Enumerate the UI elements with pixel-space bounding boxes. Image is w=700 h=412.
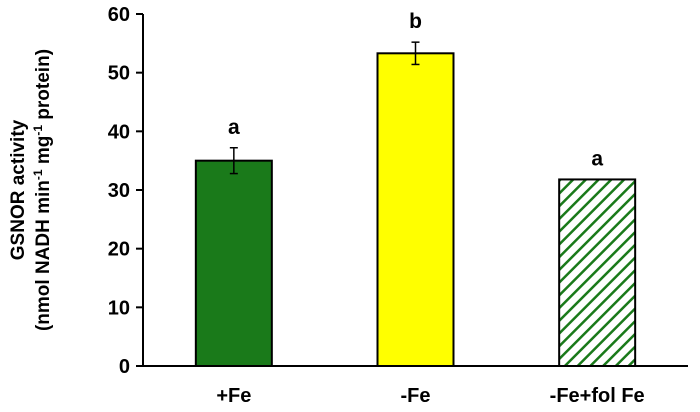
x-tick-label: -Fe [401, 385, 431, 407]
bars: a b a [194, 10, 637, 367]
significance-label: b [409, 10, 422, 33]
y-axis-title-line1: GSNOR activity [8, 119, 29, 260]
y-tick-label: 30 [108, 180, 130, 202]
axes [142, 14, 688, 367]
x-axis-labels: +Fe -Fe -Fe+fol Fe [216, 385, 644, 407]
y-tick-label: 20 [108, 239, 130, 261]
x-tick-label: +Fe [216, 385, 251, 407]
x-tick-label: -Fe+fol Fe [550, 385, 645, 407]
y-tick-label: 60 [108, 4, 130, 26]
y-axis-title-line2: (nmol NADH min-1 mg-1 protein) [31, 49, 54, 331]
y-axis-ticks: 0 10 20 30 40 50 60 [108, 4, 143, 378]
y-axis-title: GSNOR activity (nmol NADH min-1 mg-1 pro… [8, 49, 54, 331]
bar--Fe+fol Fe [558, 178, 637, 367]
y-tick-label: 0 [119, 356, 130, 378]
y-tick-label: 50 [108, 63, 130, 85]
y-tick-label: 10 [108, 297, 130, 319]
bar-+Fe [194, 159, 273, 367]
y-tick-label: 40 [108, 121, 130, 143]
significance-label: a [591, 147, 603, 170]
bar--Fe [376, 52, 455, 367]
significance-label: a [228, 116, 240, 139]
